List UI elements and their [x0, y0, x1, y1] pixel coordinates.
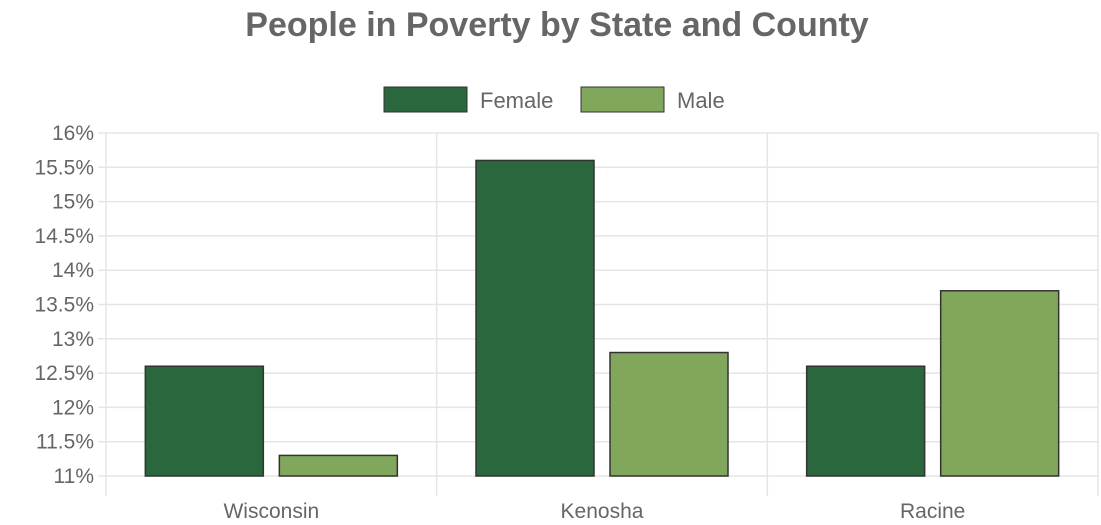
y-tick-label: 13%	[52, 328, 94, 351]
bars	[144, 159, 1060, 477]
y-tick-label: 13.5%	[34, 294, 94, 317]
bar-female-racine[interactable]	[805, 365, 926, 477]
x-tick-label: Kenosha	[561, 500, 644, 523]
y-tick-label: 16%	[52, 122, 94, 145]
y-tick-label: 15.5%	[34, 156, 94, 179]
bar-female-kenosha[interactable]	[475, 159, 595, 477]
legend: Female Male	[383, 86, 725, 113]
y-tick-label: 12.5%	[34, 362, 94, 385]
x-tick-label: Racine	[900, 500, 965, 523]
y-tick-label: 15%	[52, 191, 94, 214]
y-tick-label: 14.5%	[34, 225, 94, 248]
y-tick-label: 14%	[52, 259, 94, 282]
legend-label-female: Female	[480, 88, 553, 113]
chart-title: People in Poverty by State and County	[245, 6, 869, 44]
bar-male-kenosha[interactable]	[609, 351, 729, 477]
y-axis-ticks: 11% 11.5% 12% 12.5% 13% 13.5% 14% 14.5% 15% 15.5%…	[34, 122, 94, 488]
legend-label-male: Male	[677, 88, 725, 113]
legend-swatch-male[interactable]	[580, 86, 665, 113]
x-tick-label: Wisconsin	[223, 500, 319, 523]
gridlines	[98, 132, 1099, 496]
x-axis-labels: Wisconsin Kenosha Racine	[223, 500, 965, 523]
bar-female-wisconsin[interactable]	[144, 365, 265, 477]
y-tick-label: 11%	[54, 465, 94, 488]
y-tick-label: 12%	[52, 396, 94, 419]
bar-male-wisconsin[interactable]	[278, 454, 399, 477]
y-tick-label: 11.5%	[36, 431, 94, 454]
legend-swatch-female[interactable]	[383, 86, 468, 113]
bar-male-racine[interactable]	[939, 290, 1060, 477]
